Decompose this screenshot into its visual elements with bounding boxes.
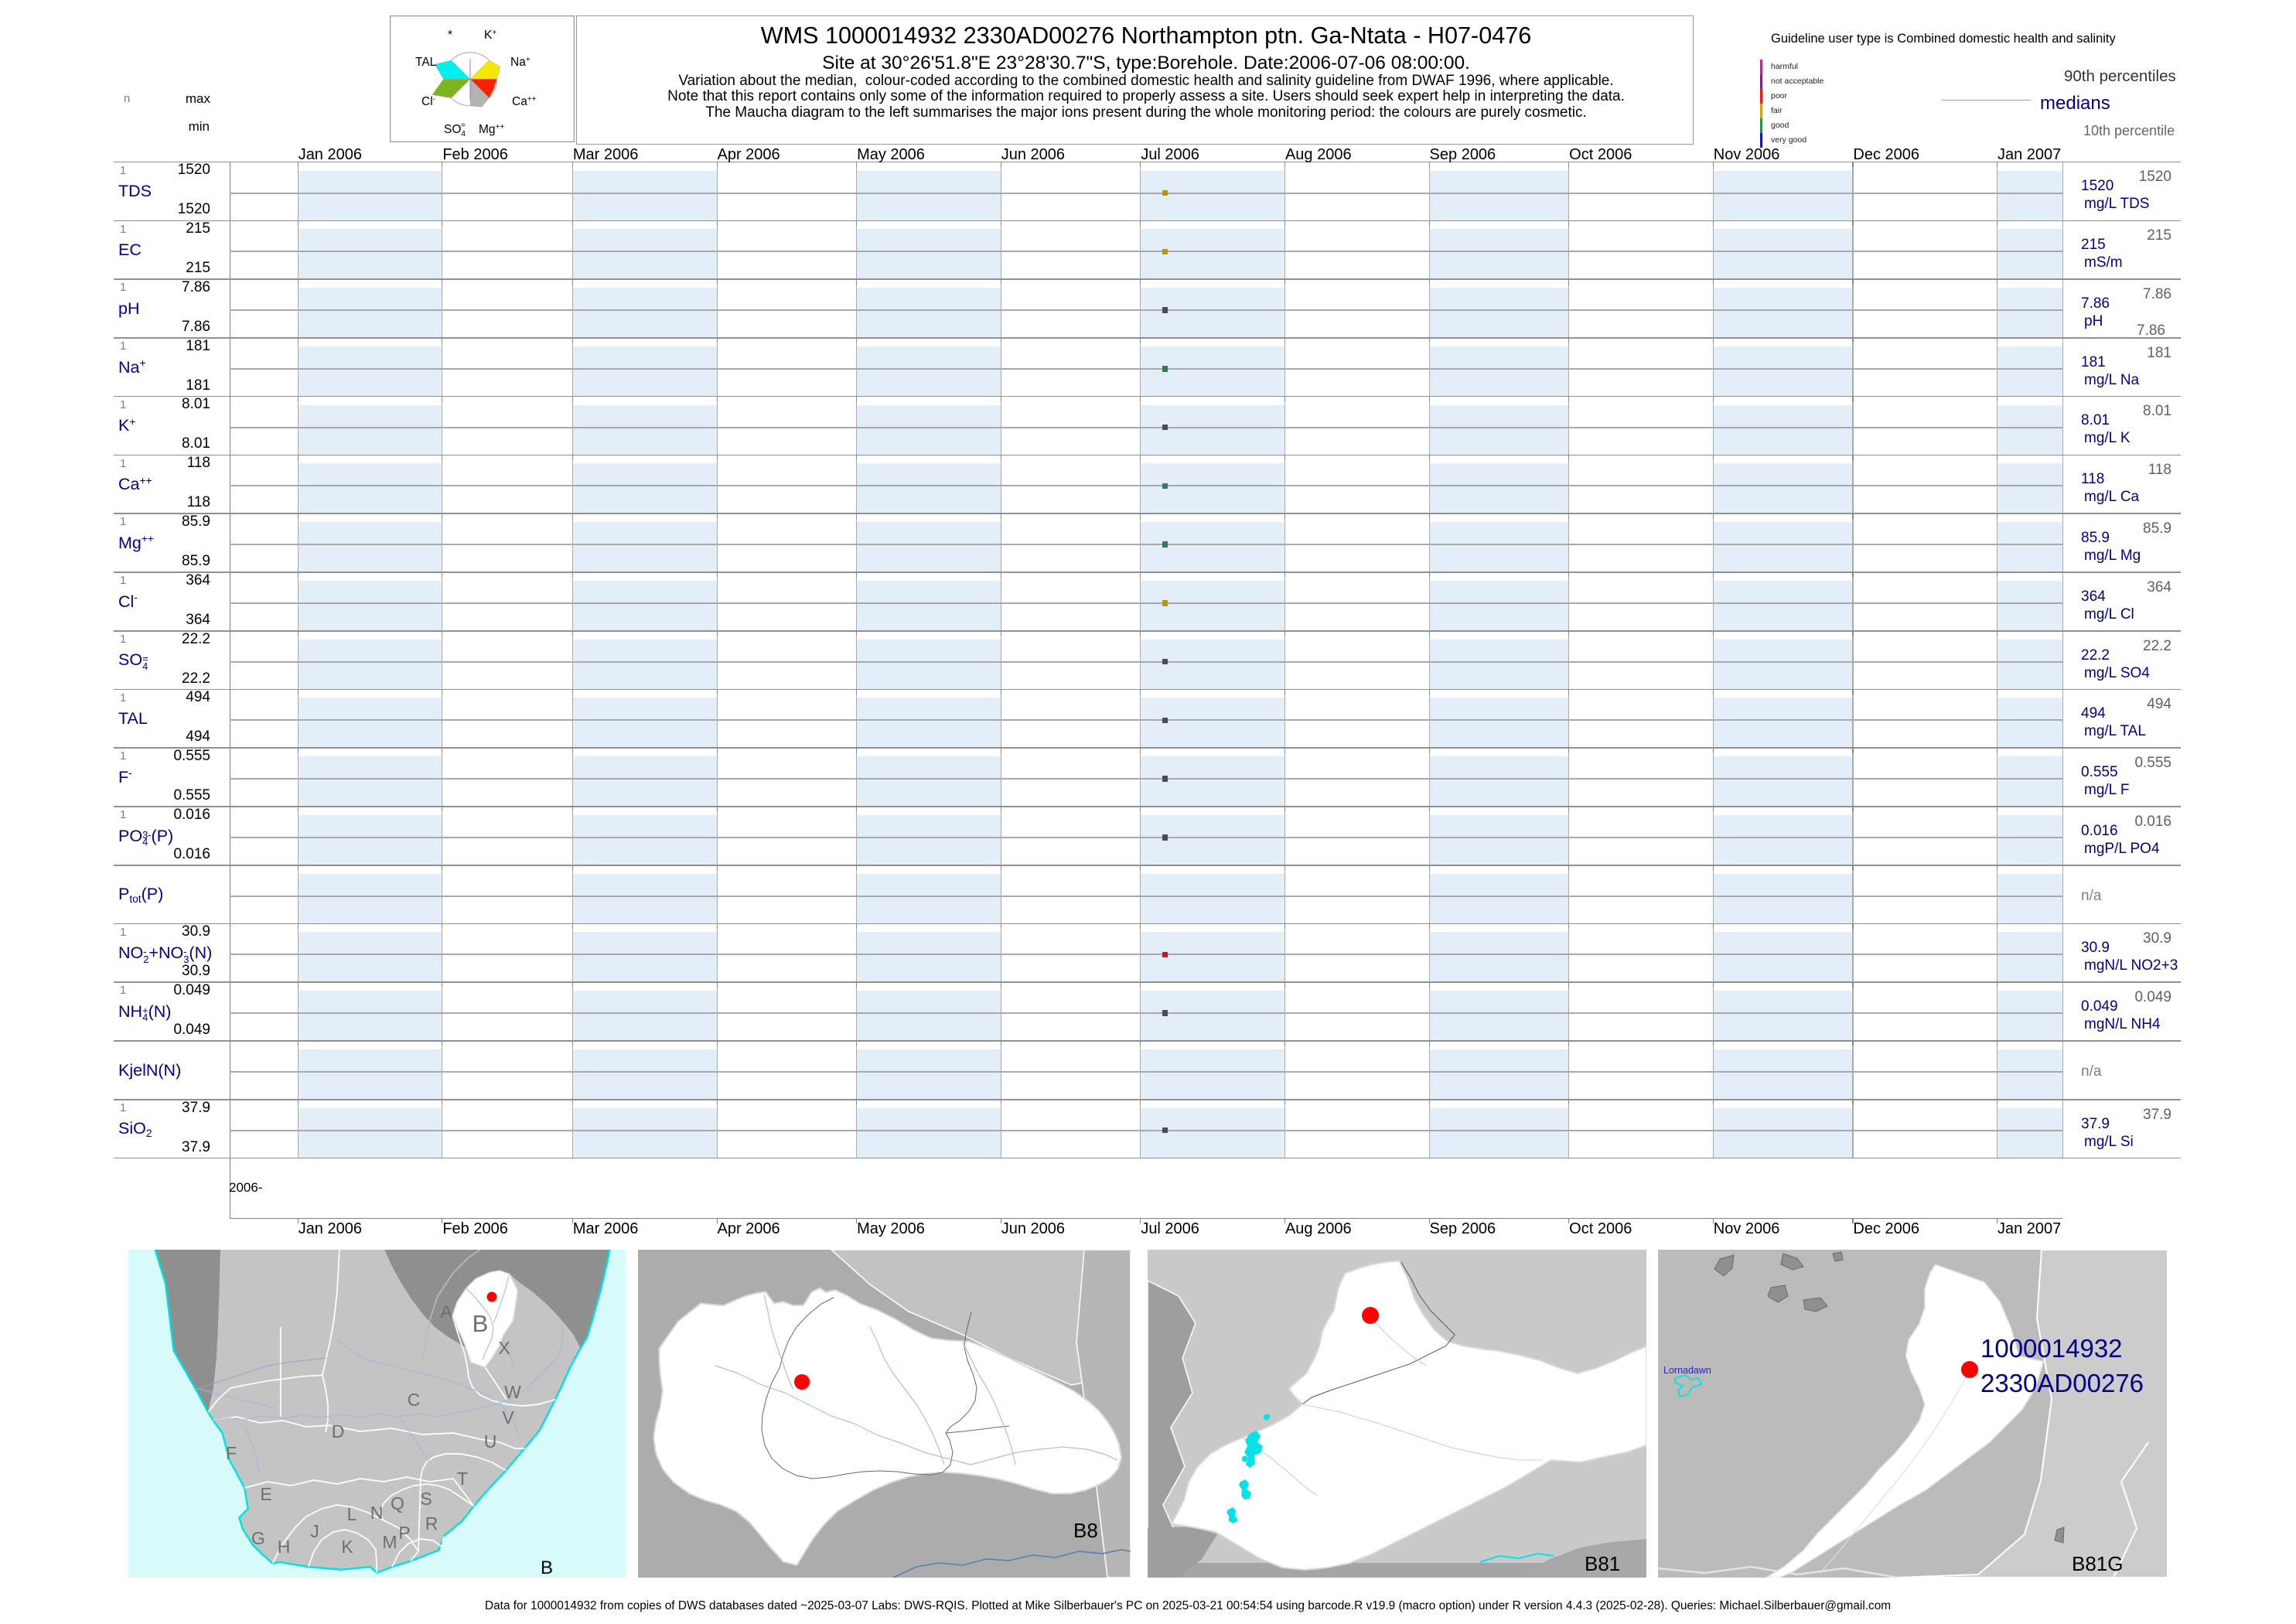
svg-text:K+: K+ <box>484 29 496 42</box>
svg-text:E: E <box>260 1484 271 1504</box>
svg-text:W: W <box>504 1382 521 1402</box>
svg-text:B8: B8 <box>1073 1519 1098 1542</box>
svg-text:R: R <box>425 1513 438 1534</box>
svg-text:D: D <box>332 1421 345 1441</box>
svg-text:H: H <box>278 1537 291 1557</box>
svg-text:L: L <box>347 1504 357 1524</box>
svg-text:B81G: B81G <box>2072 1552 2124 1575</box>
svg-text:TAL: TAL <box>415 56 437 69</box>
svg-text:Ca++: Ca++ <box>512 95 537 108</box>
svg-text:F: F <box>226 1443 237 1463</box>
svg-text:M: M <box>382 1532 397 1552</box>
svg-text:Mg++: Mg++ <box>479 123 504 136</box>
svg-text:1000014932: 1000014932 <box>1980 1334 2123 1363</box>
svg-text:C: C <box>408 1390 421 1410</box>
svg-text:Cl-: Cl- <box>421 95 435 108</box>
svg-text:U: U <box>484 1431 497 1452</box>
svg-text:B81: B81 <box>1585 1552 1620 1575</box>
svg-text:B: B <box>541 1557 553 1578</box>
svg-text:A: A <box>440 1302 452 1322</box>
svg-text:Q: Q <box>391 1493 404 1513</box>
svg-text:2330AD00276: 2330AD00276 <box>1980 1369 2144 1397</box>
svg-text:J: J <box>310 1521 319 1541</box>
svg-text:N: N <box>370 1503 384 1523</box>
svg-text:X: X <box>498 1338 510 1358</box>
svg-text:G: G <box>251 1528 265 1548</box>
svg-text:V: V <box>502 1407 514 1428</box>
svg-text:Lornadawn: Lornadawn <box>1663 1365 1711 1376</box>
svg-text:B: B <box>473 1310 489 1337</box>
svg-text:K: K <box>341 1537 353 1557</box>
svg-text:P: P <box>398 1523 410 1543</box>
svg-text:SO4=: SO4= <box>444 121 466 138</box>
svg-text:Na+: Na+ <box>510 56 531 69</box>
svg-text:S: S <box>420 1489 432 1509</box>
svg-text:*: * <box>448 29 452 42</box>
svg-text:T: T <box>457 1469 468 1489</box>
